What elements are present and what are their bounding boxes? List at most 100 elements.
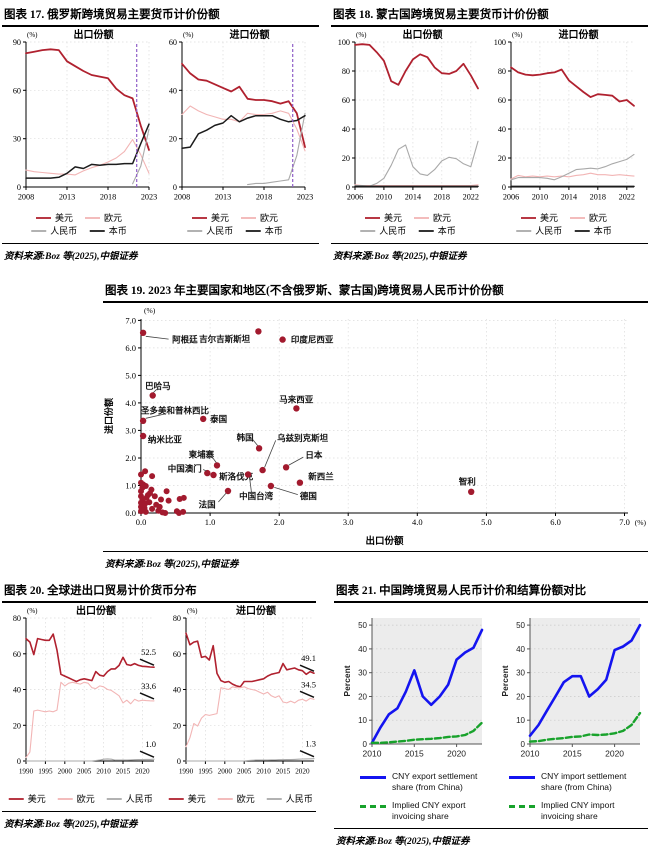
svg-text:4.0: 4.0 (125, 398, 136, 408)
svg-text:10: 10 (358, 716, 367, 725)
svg-text:本币: 本币 (265, 225, 283, 236)
figure-18-title: 图表 18. 蒙古国跨境贸易主要货币计价份额 (331, 2, 648, 27)
svg-text:中国澳门: 中国澳门 (168, 463, 202, 473)
svg-text:2018: 2018 (590, 193, 606, 202)
svg-text:40: 40 (173, 686, 181, 695)
svg-text:30: 30 (13, 135, 21, 144)
svg-text:Percent: Percent (500, 665, 510, 696)
svg-text:2020: 2020 (605, 749, 624, 759)
figure-18-source: 资料来源:Boz 等(2025),中银证券 (331, 243, 648, 264)
svg-text:2.0: 2.0 (125, 453, 136, 463)
svg-text:1990: 1990 (179, 768, 194, 776)
svg-text:德国: 德国 (300, 491, 317, 501)
top-figures-row: 图表 17. 俄罗斯跨境贸易主要货币计价份额 0 30 60 90 2008 2013 20… (0, 0, 650, 264)
svg-text:2018: 2018 (434, 193, 450, 202)
svg-text:50: 50 (516, 621, 525, 630)
svg-text:1995: 1995 (198, 768, 213, 776)
figure-18-charts: 0 20 40 60 80 100 2006 2010 2014 2018 2022 (%) 出口份额美… (331, 27, 648, 241)
svg-text:40: 40 (13, 686, 21, 695)
svg-text:(%): (%) (356, 31, 367, 39)
legend-label: CNY import settlement share (from China) (541, 771, 627, 792)
svg-text:纳米比亚: 纳米比亚 (148, 434, 183, 444)
global-export-share-chart-svg: 0 20 40 60 80 1990 1995 2000 2005 2010 2015 2020 (%)… (8, 604, 156, 804)
svg-text:2014: 2014 (405, 193, 421, 202)
rmb-invoicing-scatter-chart: 0.0 1.0 2.0 3.0 4.0 5.0 6.0 7.0 0.0 1.0 2.0 3.0 4.0 5… (103, 303, 648, 549)
svg-text:进口份额: 进口份额 (103, 398, 114, 434)
svg-text:2005: 2005 (77, 768, 92, 776)
svg-text:美元: 美元 (188, 793, 206, 804)
svg-text:2018: 2018 (100, 193, 116, 202)
mongolia-export-share-chart-svg: 0 20 40 60 80 100 2006 2010 2014 2018 2022 (%) 出口份额美… (338, 28, 479, 236)
cny-import-settlement-chart: 0 10 20 30 40 50 2010 2015 2020 Percent (500, 611, 648, 763)
legend-item-export-invoicing: Implied CNY export invoicing share (360, 800, 499, 821)
rmb-invoicing-scatter-chart-svg: 0.0 1.0 2.0 3.0 4.0 5.0 6.0 7.0 0.0 1.0 2.0 3.0 4.0 5… (103, 306, 647, 547)
svg-text:90: 90 (13, 38, 21, 47)
svg-text:2008: 2008 (18, 193, 34, 202)
svg-text:人民币: 人民币 (379, 226, 406, 236)
svg-text:34.5: 34.5 (301, 679, 316, 689)
svg-text:进口份额: 进口份额 (230, 28, 270, 41)
svg-text:出口份额: 出口份额 (365, 535, 404, 547)
svg-text:3.0: 3.0 (125, 425, 136, 435)
svg-text:斯洛伐克: 斯洛伐克 (219, 472, 254, 482)
global-import-share-chart: 0 20 40 60 80 1990 1995 2000 2005 2010 2015 2020 (%)… (162, 603, 322, 809)
svg-text:美元: 美元 (28, 793, 46, 804)
figure-20-title: 图表 20. 全球进出口贸易计价货币分布 (2, 578, 316, 603)
svg-text:5.0: 5.0 (481, 517, 492, 527)
svg-text:2014: 2014 (561, 193, 577, 202)
blue-line-swatch (509, 776, 535, 779)
figure-17: 图表 17. 俄罗斯跨境贸易主要货币计价份额 0 30 60 90 2008 2013 20… (2, 2, 319, 264)
svg-text:印度尼西亚: 印度尼西亚 (291, 335, 334, 345)
svg-text:20: 20 (173, 721, 181, 730)
figure-20-charts: 0 20 40 60 80 1990 1995 2000 2005 2010 2015 2020 (%)… (2, 603, 316, 809)
svg-text:2015: 2015 (563, 749, 582, 759)
svg-text:马来西亚: 马来西亚 (279, 395, 314, 405)
figure-19: 图表 19. 2023 年主要国家和地区(不含俄罗斯、蒙古国)跨境贸易人民币计价… (103, 278, 648, 572)
svg-text:2000: 2000 (218, 768, 233, 776)
svg-text:泰国: 泰国 (209, 414, 227, 424)
svg-text:1.0: 1.0 (145, 739, 156, 749)
svg-text:出口份额: 出口份额 (76, 604, 116, 617)
blue-line-swatch (360, 776, 386, 779)
svg-text:欧元: 欧元 (104, 212, 122, 223)
figure-19-title: 图表 19. 2023 年主要国家和地区(不含俄罗斯、蒙古国)跨境贸易人民币计价… (103, 278, 648, 303)
cny-import-legend: CNY import settlement share (from China)… (509, 771, 648, 822)
svg-text:Percent: Percent (342, 665, 352, 696)
svg-text:2015: 2015 (405, 749, 424, 759)
svg-text:20: 20 (358, 693, 367, 702)
figure-21: 图表 21. 中国跨境贸易人民币计价和结算份额对比 0 10 20 30 40 50 201… (328, 578, 648, 849)
svg-text:80: 80 (173, 614, 181, 623)
russia-export-share-chart: 0 30 60 90 2008 2013 2018 2023 (%) 出口份额 美元 欧元 人民币 本币 (2, 27, 158, 241)
global-export-share-chart: 0 20 40 60 80 1990 1995 2000 2005 2010 2015 2020 (%)… (2, 603, 162, 809)
svg-text:2023: 2023 (297, 193, 313, 202)
figure-21-source: 资料来源:Boz 等(2025),中银证券 (334, 827, 648, 849)
legend-item-import-settlement: CNY import settlement share (from China) (509, 771, 648, 792)
svg-text:2000: 2000 (58, 768, 73, 776)
svg-text:出口份额: 出口份额 (403, 28, 443, 41)
svg-text:智利: 智利 (458, 476, 476, 486)
svg-text:6.0: 6.0 (550, 517, 561, 527)
svg-text:1.0: 1.0 (125, 481, 136, 491)
svg-text:20: 20 (342, 154, 350, 163)
svg-text:52.5: 52.5 (141, 647, 156, 657)
svg-text:60: 60 (498, 96, 506, 105)
cny-export-settlement-chart-svg: 0 10 20 30 40 50 2010 2015 2020 Percent (342, 618, 484, 759)
svg-text:柬埔寨: 柬埔寨 (189, 450, 215, 460)
svg-text:本币: 本币 (109, 225, 127, 236)
svg-text:(%): (%) (512, 31, 523, 39)
svg-text:4.0: 4.0 (412, 517, 423, 527)
svg-text:2020: 2020 (295, 768, 310, 776)
svg-text:2010: 2010 (521, 749, 540, 759)
svg-text:(%): (%) (635, 518, 647, 527)
global-import-share-chart-svg: 0 20 40 60 80 1990 1995 2000 2005 2010 2015 2020 (%)… (168, 604, 316, 804)
svg-text:60: 60 (173, 650, 181, 659)
svg-text:0.0: 0.0 (125, 508, 136, 518)
svg-text:2022: 2022 (463, 193, 479, 202)
svg-text:2013: 2013 (59, 193, 75, 202)
russia-import-share-chart: 0 20 40 60 2008 2013 2018 2023 (%) 进口份额 美元 欧元 人民币 本币 (158, 27, 314, 241)
figure-21-legends: CNY export settlement share (from China)… (360, 771, 648, 822)
svg-text:(%): (%) (144, 306, 156, 315)
svg-text:0: 0 (173, 183, 177, 192)
svg-text:1990: 1990 (19, 768, 34, 776)
